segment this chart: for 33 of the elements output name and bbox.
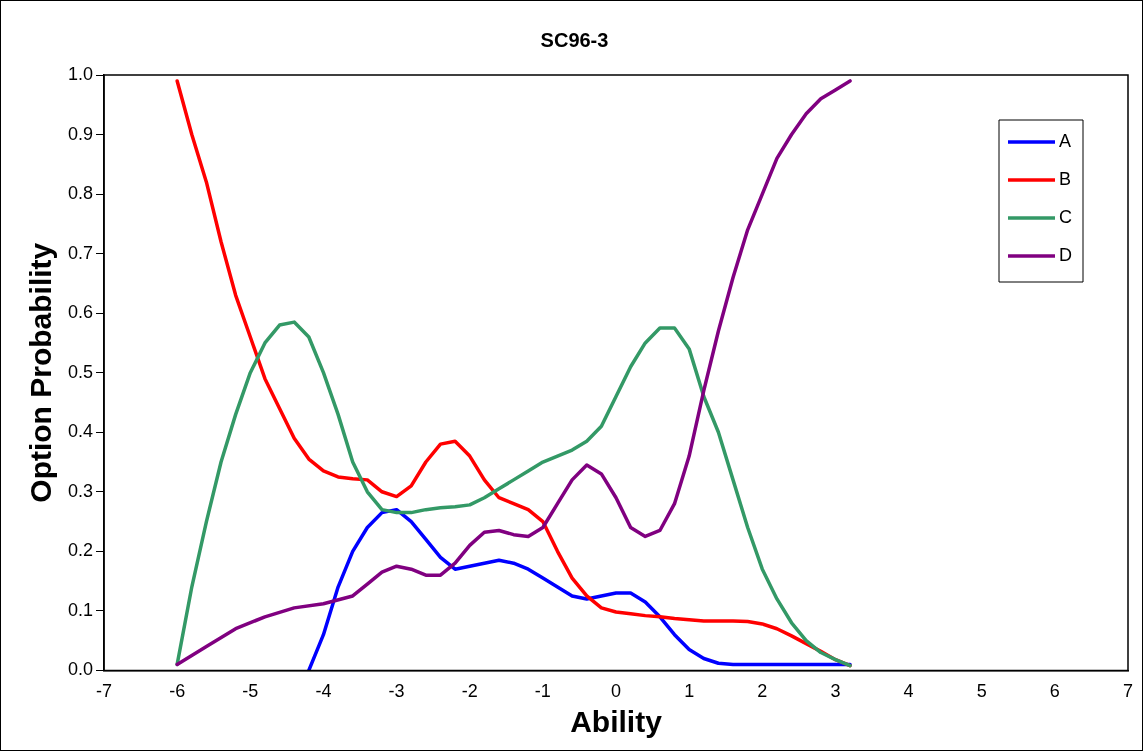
y-tick-label: 0.6 xyxy=(67,302,94,323)
x-tick-label: 4 xyxy=(903,681,914,702)
y-tick-label: 0.8 xyxy=(67,183,94,204)
x-tick-label: -6 xyxy=(169,681,186,702)
x-tick-label: -5 xyxy=(242,681,259,702)
y-tick-label: 0.5 xyxy=(67,361,94,382)
x-tick-label: -1 xyxy=(534,681,551,702)
x-tick-label: -4 xyxy=(315,681,332,702)
y-tick-label: 1.0 xyxy=(67,63,94,84)
y-tick-label: 0.3 xyxy=(67,480,94,501)
x-tick-label: -7 xyxy=(96,681,113,702)
x-tick-label: -2 xyxy=(461,681,478,702)
y-tick-label: 0.9 xyxy=(67,123,94,144)
x-tick-label: 0 xyxy=(611,681,622,702)
chart-title: SC96-3 xyxy=(540,28,609,51)
y-tick-label: 0.2 xyxy=(67,540,94,561)
x-tick-label: 1 xyxy=(684,681,695,702)
x-tick-label: 7 xyxy=(1122,681,1134,702)
y-tick-label: 0.7 xyxy=(67,242,94,263)
legend-label: D xyxy=(1059,244,1072,265)
y-tick-label: 0.1 xyxy=(67,599,94,620)
legend-label: B xyxy=(1059,168,1072,189)
y-tick-label: 0.4 xyxy=(67,421,94,442)
legend-label: C xyxy=(1059,206,1072,227)
legend-label: A xyxy=(1059,130,1072,151)
y-tick-label: 0.0 xyxy=(67,659,94,680)
x-tick-label: 5 xyxy=(976,681,987,702)
y-axis-title: Option Probability xyxy=(24,242,58,503)
x-tick-label: 2 xyxy=(757,681,768,702)
x-tick-label: -3 xyxy=(388,681,405,702)
x-axis-title: Ability xyxy=(570,705,663,739)
x-tick-label: 6 xyxy=(1049,681,1060,702)
x-tick-label: 3 xyxy=(830,681,841,702)
